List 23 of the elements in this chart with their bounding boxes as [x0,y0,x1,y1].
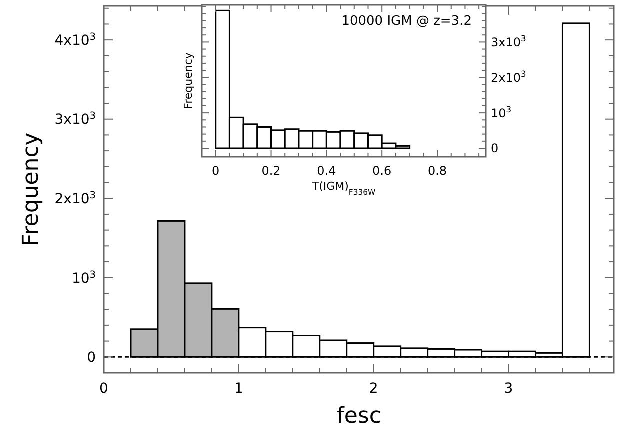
y-axis-title: Frequency [19,132,44,246]
x-axis-title: T(IGM)$_{F336W}$ [311,180,376,196]
y-tick-label: 3x10$^{3}$ [491,33,526,50]
y-tick-label: 10$^{3}$ [72,269,96,287]
x-tick-label: 0 [212,164,220,178]
y-tick-label: 2x10$^{3}$ [491,68,526,85]
x-tick-label: 3 [504,381,514,397]
x-tick-label: 0.2 [262,164,281,178]
x-tick-label: 0.4 [317,164,336,178]
y-tick-label: 0 [87,350,96,366]
x-tick-label: 1 [234,381,244,397]
y-axis-title: Frequency [182,52,195,110]
y-tick-label: 2x10$^{3}$ [54,190,96,208]
y-tick-label: 4x10$^{3}$ [54,31,96,49]
x-axis-title: fesc [336,404,382,429]
x-tick-label: 2 [369,381,378,397]
y-tick-label: 10$^{3}$ [491,104,512,120]
x-tick-label: 0.6 [372,164,392,178]
x-tick-label: 0.8 [428,164,448,178]
y-tick-label: 3x10$^{3}$ [54,110,96,128]
x-tick-label: 0 [100,381,108,397]
annotation: 10000 IGM @ z=3.2 [342,14,472,29]
y-tick-label: 0 [491,142,499,156]
